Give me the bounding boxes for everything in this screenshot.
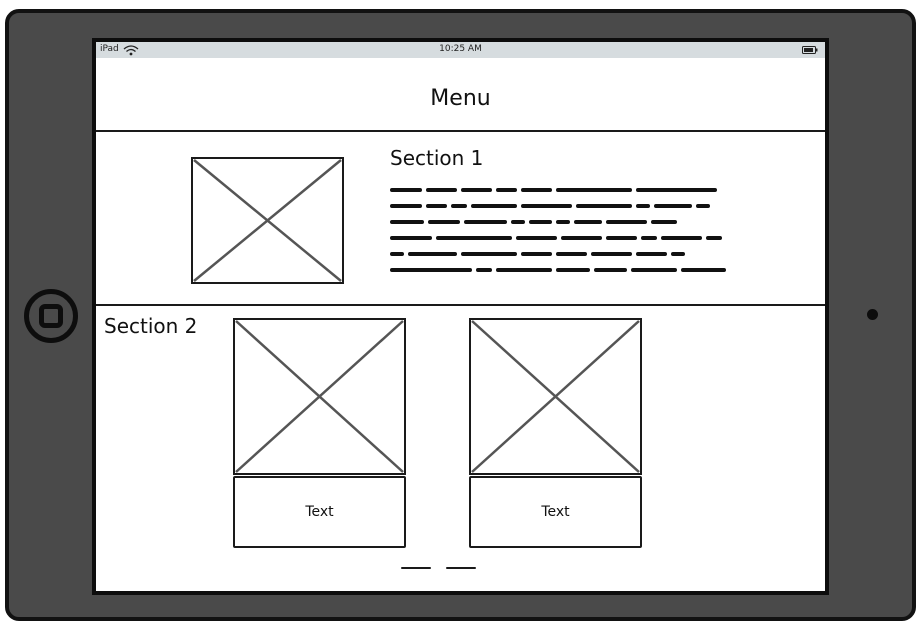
- section-1-title: Section 1: [390, 146, 484, 170]
- section-2-card-2-text[interactable]: Text: [469, 476, 642, 548]
- wifi-icon: [123, 45, 139, 56]
- battery-icon: [802, 46, 818, 54]
- header-divider: [96, 130, 825, 132]
- status-time: 10:25 AM: [439, 44, 482, 54]
- home-button-square-icon: [39, 304, 63, 328]
- status-device-name: iPad: [100, 44, 119, 54]
- menu-title[interactable]: Menu: [430, 86, 491, 111]
- section-2-title: Section 2: [104, 314, 198, 338]
- section-1-body-text: [390, 188, 726, 272]
- camera-dot-icon: [867, 309, 878, 320]
- image-placeholder-icon: [469, 318, 642, 475]
- section-2-card-1-text[interactable]: Text: [233, 476, 406, 548]
- section-2-card-1-image[interactable]: [233, 318, 406, 475]
- section-1-image: [191, 157, 344, 284]
- image-placeholder-icon: [233, 318, 406, 475]
- image-placeholder-icon: [191, 157, 344, 284]
- tablet-screen: iPad 10:25 AM Menu Section 1: [92, 38, 829, 595]
- pager-dot-1[interactable]: [401, 567, 431, 569]
- home-button[interactable]: [24, 289, 78, 343]
- section-divider: [96, 304, 825, 306]
- section-2-card-2-image[interactable]: [469, 318, 642, 475]
- pager-dot-2[interactable]: [446, 567, 476, 569]
- status-bar: iPad 10:25 AM: [96, 42, 825, 58]
